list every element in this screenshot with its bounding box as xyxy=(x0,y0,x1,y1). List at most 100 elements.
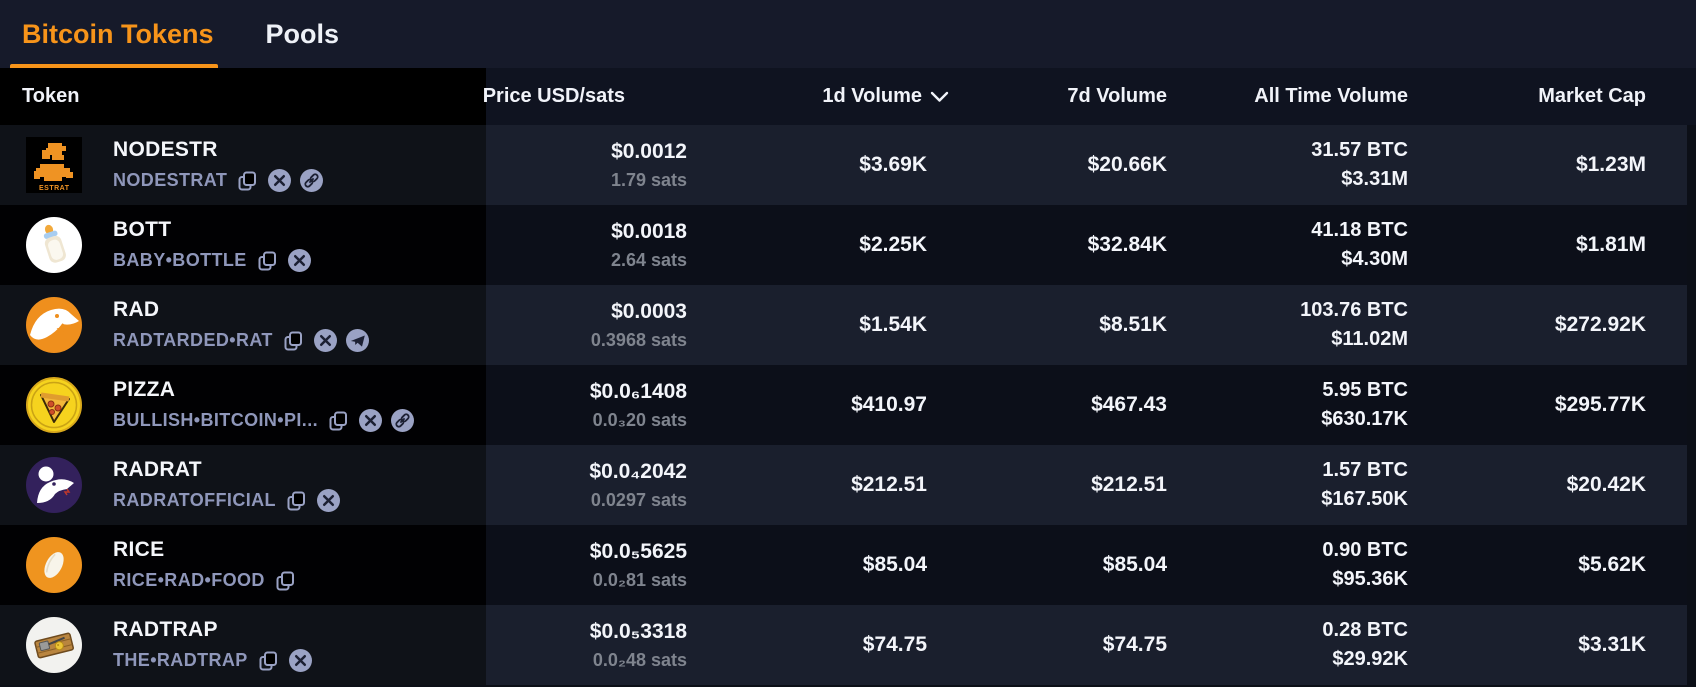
table-row[interactable]: RADRAT RADRATOFFICIAL $0.0₄2042 0.0297 s… xyxy=(0,445,1687,525)
table-row[interactable]: PIZZA BULLISH•BITCOIN•PI... $0.0₆1408 0.… xyxy=(0,365,1687,445)
table-row[interactable]: RADTRAP THE•RADTRAP $0.0₅3318 0.0₂48 sat… xyxy=(0,605,1687,685)
market-cap: $272.92K xyxy=(1408,285,1646,365)
table-row[interactable]: RAD RADTARDED•RAT $0.0003 0.3968 sats $1… xyxy=(0,285,1687,365)
volume-7d: $32.84K xyxy=(927,205,1167,285)
all-time-volume-cell: 103.76 BTC $11.02M xyxy=(1167,285,1408,365)
volume-1d: $74.75 xyxy=(687,605,927,685)
atv-btc: 31.57 BTC xyxy=(1311,139,1408,161)
copy-icon[interactable] xyxy=(327,409,350,432)
token-symbol: PIZZA xyxy=(113,378,176,401)
token-name: RADTARDED•RAT xyxy=(113,330,273,350)
token-icon-baby-bottle xyxy=(26,217,82,273)
table-row[interactable]: ESTRAT NODESTR NODESTRAT $0.0012 1.79 sa… xyxy=(0,125,1687,205)
column-header-1d-volume[interactable]: 1d Volume xyxy=(687,68,949,125)
token-icon-mousetrap xyxy=(26,617,82,673)
x-twitter-icon[interactable] xyxy=(316,489,340,512)
column-header-all-time-volume[interactable]: All Time Volume xyxy=(1167,68,1408,125)
token-cell: PIZZA BULLISH•BITCOIN•PI... xyxy=(0,365,486,445)
copy-icon[interactable] xyxy=(256,249,279,272)
atv-btc: 1.57 BTC xyxy=(1322,459,1408,481)
price-usd: $0.0₄2042 xyxy=(589,459,687,483)
link-icon[interactable] xyxy=(300,169,324,192)
x-twitter-icon[interactable] xyxy=(288,649,312,672)
token-cell: ESTRAT NODESTR NODESTRAT xyxy=(0,125,486,205)
token-icon-orange-rat xyxy=(26,297,82,353)
volume-1d: $1.54K xyxy=(687,285,927,365)
column-header-price[interactable]: Price USD/sats xyxy=(483,68,687,125)
price-cell: $0.0₅3318 0.0₂48 sats xyxy=(486,605,687,685)
column-header-token: Token xyxy=(0,68,486,125)
column-header-market-cap[interactable]: Market Cap xyxy=(1408,68,1646,125)
column-header-spacer xyxy=(1646,68,1696,125)
price-cell: $0.0₄2042 0.0297 sats xyxy=(486,445,687,525)
x-twitter-icon[interactable] xyxy=(313,329,337,352)
all-time-volume-cell: 31.57 BTC $3.31M xyxy=(1167,125,1408,205)
volume-1d: $410.97 xyxy=(687,365,927,445)
all-time-volume-cell: 1.57 BTC $167.50K xyxy=(1167,445,1408,525)
price-sats: 0.0₃20 sats xyxy=(592,409,687,430)
volume-1d: $2.25K xyxy=(687,205,927,285)
volume-7d: $74.75 xyxy=(927,605,1167,685)
atv-usd: $95.36K xyxy=(1332,568,1408,590)
table-row[interactable]: BOTT BABY•BOTTLE $0.0018 2.64 sats $2.25… xyxy=(0,205,1687,285)
all-time-volume-cell: 5.95 BTC $630.17K xyxy=(1167,365,1408,445)
copy-icon[interactable] xyxy=(236,169,259,192)
price-sats: 0.0297 sats xyxy=(590,489,687,510)
atv-btc: 0.28 BTC xyxy=(1322,619,1408,641)
row-spacer xyxy=(1646,205,1687,285)
x-twitter-icon[interactable] xyxy=(268,169,292,192)
market-cap: $5.62K xyxy=(1408,525,1646,605)
token-symbol: RADTRAP xyxy=(113,618,218,641)
table-row[interactable]: RICE RICE•RAD•FOOD $0.0₅5625 0.0₂81 sats… xyxy=(0,525,1687,605)
token-icon-pizza-coin xyxy=(26,377,82,433)
column-header-7d-volume[interactable]: 7d Volume xyxy=(927,68,1167,125)
volume-7d: $85.04 xyxy=(927,525,1167,605)
price-sats: 0.0₂48 sats xyxy=(592,649,687,670)
x-twitter-icon[interactable] xyxy=(287,249,311,272)
token-name: BULLISH•BITCOIN•PI... xyxy=(113,410,319,430)
atv-usd: $4.30M xyxy=(1341,248,1408,270)
atv-btc: 5.95 BTC xyxy=(1322,379,1408,401)
atv-usd: $11.02M xyxy=(1331,328,1408,350)
volume-7d: $467.43 xyxy=(927,365,1167,445)
token-name: BABY•BOTTLE xyxy=(113,250,247,270)
column-header-7d-volume-label: 7d Volume xyxy=(1067,85,1167,107)
token-symbol: RAD xyxy=(113,298,160,321)
price-cell: $0.0₅5625 0.0₂81 sats xyxy=(486,525,687,605)
tab-bitcoin-tokens[interactable]: Bitcoin Tokens xyxy=(0,0,236,68)
tab-bitcoin-tokens-label: Bitcoin Tokens xyxy=(22,18,214,49)
price-cell: $0.0012 1.79 sats xyxy=(486,125,687,205)
row-spacer xyxy=(1646,285,1687,365)
atv-usd: $630.17K xyxy=(1321,408,1408,430)
token-icon-purple-rat xyxy=(26,457,82,513)
volume-7d: $20.66K xyxy=(927,125,1167,205)
tab-pools[interactable]: Pools xyxy=(244,0,362,68)
token-cell: RADTRAP THE•RADTRAP xyxy=(0,605,486,685)
price-usd: $0.0₅5625 xyxy=(589,539,687,563)
token-symbol: BOTT xyxy=(113,218,172,241)
volume-7d: $8.51K xyxy=(927,285,1167,365)
token-name: RADRATOFFICIAL xyxy=(113,490,276,510)
all-time-volume-cell: 0.28 BTC $29.92K xyxy=(1167,605,1408,685)
copy-icon[interactable] xyxy=(257,649,280,672)
copy-icon[interactable] xyxy=(282,329,305,352)
row-spacer xyxy=(1646,605,1687,685)
price-sats: 2.64 sats xyxy=(610,249,687,270)
column-header-all-time-volume-label: All Time Volume xyxy=(1254,85,1408,107)
copy-icon[interactable] xyxy=(285,489,308,512)
telegram-icon[interactable] xyxy=(345,329,369,352)
link-icon[interactable] xyxy=(391,409,415,432)
price-cell: $0.0₆1408 0.0₃20 sats xyxy=(486,365,687,445)
x-twitter-icon[interactable] xyxy=(359,409,383,432)
market-cap: $3.31K xyxy=(1408,605,1646,685)
all-time-volume-cell: 0.90 BTC $95.36K xyxy=(1167,525,1408,605)
market-cap: $295.77K xyxy=(1408,365,1646,445)
token-cell: BOTT BABY•BOTTLE xyxy=(0,205,486,285)
atv-usd: $3.31M xyxy=(1341,168,1408,190)
row-spacer xyxy=(1646,445,1687,525)
active-tab-underline xyxy=(10,64,218,68)
token-name: THE•RADTRAP xyxy=(113,650,248,670)
copy-icon[interactable] xyxy=(274,569,297,592)
token-cell: RADRAT RADRATOFFICIAL xyxy=(0,445,486,525)
token-name: NODESTRAT xyxy=(113,170,228,190)
